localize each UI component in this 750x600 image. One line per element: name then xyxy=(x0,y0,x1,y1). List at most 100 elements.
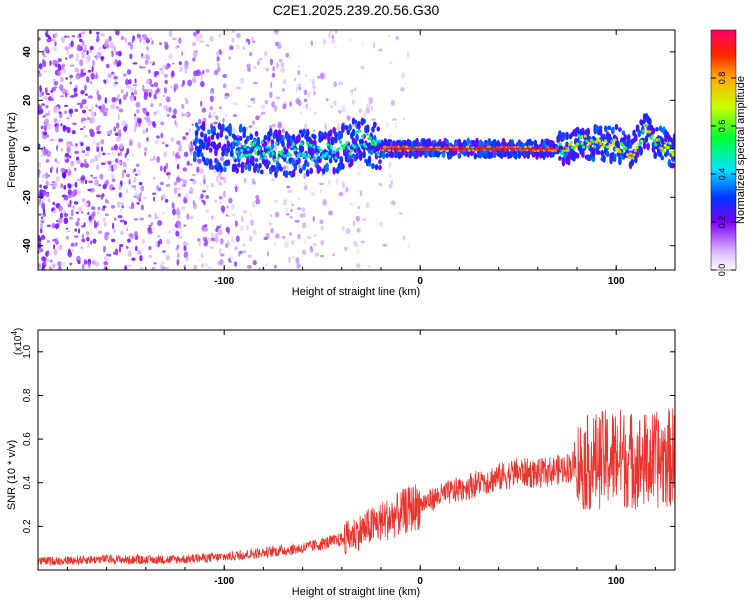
noise-speckle xyxy=(148,245,152,251)
noise-speckle xyxy=(133,195,137,199)
noise-speckle xyxy=(127,42,132,46)
noise-speckle xyxy=(83,222,86,228)
noise-speckle xyxy=(191,41,197,47)
band-cell xyxy=(362,118,366,124)
ridge-cell xyxy=(575,142,579,146)
ridge-cell xyxy=(345,141,349,145)
noise-speckle xyxy=(181,184,187,188)
noise-speckle xyxy=(328,210,333,216)
ridge-cell xyxy=(274,141,278,145)
noise-speckle xyxy=(303,238,306,245)
band-cell xyxy=(378,159,382,165)
noise-speckle xyxy=(329,30,334,36)
noise-speckle xyxy=(70,53,74,58)
y-tick-label: 40 xyxy=(22,46,33,58)
band-cell xyxy=(376,126,381,132)
noise-speckle xyxy=(77,260,81,265)
y-tick-label: 1.0 xyxy=(22,344,33,358)
band-cell xyxy=(475,137,479,146)
noise-speckle xyxy=(98,184,102,187)
noise-speckle xyxy=(126,158,129,161)
band-cell xyxy=(334,135,338,143)
noise-speckle xyxy=(248,125,253,128)
band-cell xyxy=(219,166,224,172)
noise-speckle xyxy=(136,250,142,255)
noise-speckle xyxy=(219,156,224,162)
band-cell xyxy=(529,140,534,146)
noise-speckle xyxy=(129,95,135,102)
band-cell xyxy=(201,142,206,150)
ridge-cell xyxy=(329,146,333,150)
band-cell xyxy=(655,127,659,132)
noise-speckle xyxy=(96,146,99,153)
band-cell xyxy=(205,145,209,151)
noise-speckle xyxy=(220,176,225,180)
noise-speckle xyxy=(96,125,100,132)
noise-speckle xyxy=(182,179,188,186)
noise-speckle xyxy=(113,166,118,170)
noise-speckle xyxy=(201,263,205,268)
noise-speckle xyxy=(172,208,176,216)
noise-speckle xyxy=(41,189,47,197)
noise-speckle xyxy=(351,124,356,127)
band-cell xyxy=(328,129,333,137)
ridge-cell xyxy=(263,156,267,160)
noise-speckle xyxy=(175,177,181,183)
noise-speckle xyxy=(38,248,44,253)
noise-speckle xyxy=(366,102,372,109)
noise-speckle xyxy=(66,126,71,134)
noise-speckle xyxy=(94,261,100,267)
noise-speckle xyxy=(312,215,315,222)
noise-speckle xyxy=(352,99,355,105)
noise-speckle xyxy=(40,125,44,130)
ridge-cell xyxy=(364,144,368,149)
noise-speckle xyxy=(338,191,344,197)
band-cell xyxy=(221,123,225,130)
noise-speckle xyxy=(230,204,235,211)
ridge-peak xyxy=(545,147,549,151)
noise-speckle xyxy=(304,73,308,78)
noise-speckle xyxy=(147,121,151,127)
colorbar-label: Normalized spectral amplitude xyxy=(735,76,747,224)
noise-speckle xyxy=(283,165,286,171)
ridge-cell xyxy=(237,140,241,145)
noise-speckle xyxy=(244,177,247,184)
noise-speckle xyxy=(307,91,311,98)
band-cell xyxy=(642,141,647,150)
noise-speckle xyxy=(336,122,341,130)
noise-speckle xyxy=(263,236,269,241)
noise-speckle xyxy=(353,240,358,246)
ridge-cell xyxy=(580,141,584,146)
noise-speckle xyxy=(134,192,139,197)
noise-speckle xyxy=(282,202,287,206)
noise-speckle xyxy=(56,261,62,267)
band-cell xyxy=(672,140,675,146)
noise-speckle xyxy=(151,267,154,270)
band-cell xyxy=(208,158,213,166)
noise-speckle xyxy=(91,65,94,73)
noise-speckle xyxy=(197,158,202,164)
noise-speckle xyxy=(146,46,149,51)
noise-speckle xyxy=(270,228,274,234)
noise-speckle xyxy=(123,73,127,77)
band-cell xyxy=(466,137,471,146)
noise-speckle xyxy=(102,152,106,156)
band-cell xyxy=(228,129,232,137)
noise-speckle xyxy=(81,263,85,270)
ridge-cell xyxy=(295,156,299,161)
noise-speckle xyxy=(320,224,325,231)
noise-speckle xyxy=(185,100,189,105)
noise-speckle xyxy=(131,185,137,188)
noise-speckle xyxy=(152,192,157,195)
noise-speckle xyxy=(237,251,241,257)
ridge-peak xyxy=(422,147,426,151)
noise-speckle xyxy=(153,262,157,265)
noise-speckle xyxy=(89,119,93,124)
noise-speckle xyxy=(211,215,214,220)
noise-speckle xyxy=(183,245,187,252)
noise-speckle xyxy=(332,146,337,152)
band-cell xyxy=(671,162,675,169)
noise-speckle xyxy=(312,242,318,246)
noise-speckle xyxy=(164,198,169,203)
band-cell xyxy=(381,151,386,160)
